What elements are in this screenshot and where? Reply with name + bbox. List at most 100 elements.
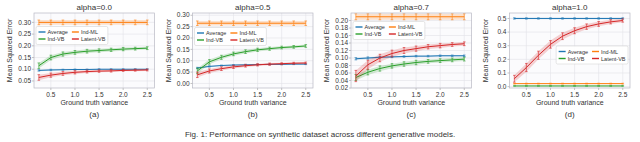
legend-item: Latent-VB <box>72 36 106 42</box>
error-bar <box>86 20 89 25</box>
error-bar <box>98 20 101 25</box>
legend-item: Latent-VB <box>230 37 264 43</box>
error-bar <box>367 70 370 75</box>
error-bar <box>98 49 101 52</box>
plot-background <box>510 13 631 88</box>
plot-background <box>34 13 155 88</box>
series-line <box>514 85 622 86</box>
error-bar <box>621 83 624 85</box>
error-bar <box>62 72 65 76</box>
y-tick-label: 0.0 <box>497 83 506 90</box>
y-axis-label: Mean Squared Error <box>165 18 173 82</box>
y-tick-label: 0.08 <box>335 62 348 69</box>
grid-line-y <box>351 20 472 21</box>
subplot: 0.000.050.100.150.200.250.300.51.01.52.0… <box>165 3 314 119</box>
error-bar <box>98 70 101 72</box>
error-bar <box>146 20 149 25</box>
error-bar <box>367 57 370 59</box>
legend-swatch <box>389 33 396 34</box>
error-bar <box>585 83 588 85</box>
error-bar <box>427 60 430 64</box>
error-band <box>197 21 305 26</box>
x-axis-label: Ground truth variance <box>377 99 445 106</box>
error-bar <box>463 14 466 20</box>
series-line <box>514 83 622 84</box>
error-bar <box>292 46 295 49</box>
error-bar <box>232 21 235 26</box>
y-axis-label: Mean Squared Error <box>6 18 14 82</box>
error-bar <box>379 54 382 62</box>
y-tick-label: 0.25 <box>177 23 190 30</box>
series-line <box>39 48 147 66</box>
error-bar <box>451 55 454 57</box>
y-tick-label: 0.20 <box>335 17 348 24</box>
error-bar <box>451 43 454 47</box>
y-tick-label: 0.16 <box>335 32 348 39</box>
error-bar <box>561 18 564 19</box>
x-tick-label: 1.5 <box>253 91 262 98</box>
error-bar <box>549 41 552 49</box>
legend-swatch <box>559 51 566 52</box>
legend-swatch <box>72 31 79 32</box>
error-bar <box>439 59 442 63</box>
legend-item: Latent-VB <box>592 56 626 62</box>
x-axis-label: Ground truth variance <box>219 99 287 106</box>
error-bar <box>244 21 247 26</box>
error-bar <box>585 24 588 29</box>
error-bar <box>451 58 454 62</box>
error-bar <box>50 20 53 25</box>
error-bar <box>86 49 89 53</box>
grid-line-y <box>34 45 155 46</box>
y-tick-label: 0.04 <box>335 77 348 84</box>
y-tick-label: 0.15 <box>18 54 31 61</box>
y-tick-label: 0.12 <box>335 47 348 54</box>
legend-item: Ind-ML <box>230 30 256 36</box>
error-bar <box>146 47 149 50</box>
error-bar <box>110 20 113 25</box>
legend-label: Average <box>568 49 588 55</box>
subplot-label: (b) <box>248 110 258 119</box>
legend-item: Ind-ML <box>72 29 98 35</box>
x-tick-label: 2.0 <box>277 91 286 98</box>
error-bar <box>513 83 516 85</box>
legend-item: Average <box>356 24 385 30</box>
error-band <box>514 18 622 19</box>
y-axis-label: Mean Squared Error <box>323 18 331 82</box>
error-bar <box>122 20 125 25</box>
legend-label: Ind-VB <box>206 37 223 43</box>
error-bar <box>256 21 259 26</box>
grid-line-y <box>193 26 314 27</box>
legend-item: Ind-VB <box>356 31 382 37</box>
error-bar <box>525 63 528 71</box>
legend-item: Average <box>559 49 588 55</box>
error-bar <box>597 18 600 19</box>
legend-swatch <box>230 39 237 40</box>
x-tick-label: 2.0 <box>436 91 445 98</box>
x-tick-label: 1.0 <box>387 91 396 98</box>
error-band <box>356 14 464 20</box>
y-tick-label: 0.10 <box>18 65 31 72</box>
grid-line-y <box>510 86 631 87</box>
error-bar <box>50 69 53 70</box>
legend-box <box>556 46 628 64</box>
series-line <box>197 23 305 24</box>
grid-line-y <box>34 22 155 23</box>
error-bar <box>549 83 552 85</box>
grid-line-x <box>526 13 527 88</box>
error-bar <box>403 48 406 54</box>
subplot-title: alpha=0.7 <box>394 3 430 12</box>
error-bar <box>232 65 235 68</box>
legend-label: Ind-ML <box>239 30 256 36</box>
error-bar <box>268 63 271 65</box>
error-bar <box>280 46 283 49</box>
error-bar <box>415 55 418 57</box>
error-bar <box>367 14 370 20</box>
grid-line-x <box>440 13 441 88</box>
x-tick-label: 0.5 <box>522 91 531 98</box>
legend: AverageInd-MLInd-VBLatent-VB <box>36 27 108 45</box>
x-tick-label: 1.0 <box>546 91 555 98</box>
error-bar <box>427 45 430 50</box>
error-bar <box>621 19 624 22</box>
plot-frame <box>510 13 631 88</box>
series-line <box>39 70 147 78</box>
